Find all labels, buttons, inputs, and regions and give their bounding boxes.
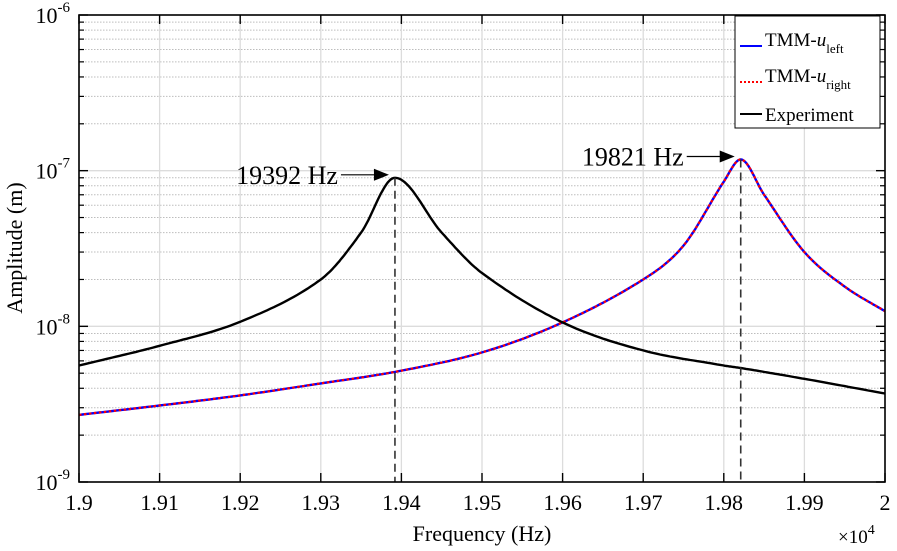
- legend-label-tmm-right: TMM-uright: [765, 66, 851, 92]
- legend-label-tmm-left: TMM-uleft: [765, 30, 844, 56]
- y-tick-label: 10-8: [36, 311, 71, 339]
- x-multiplier: ×104: [838, 523, 875, 548]
- annotation-arrow-head: [373, 168, 389, 181]
- x-tick-label: 1.96: [543, 490, 582, 515]
- tick-labels: 10-9 10-8 10-7 10-6 1.9 1.91 1.92 1.93 1.94 1.95 1…: [36, 0, 891, 515]
- series-line-tmm-u-right: [78, 158, 886, 416]
- peak-annotation-label: 19392 Hz: [236, 161, 338, 190]
- x-tick-label: 1.92: [221, 490, 260, 515]
- x-tick-label: 1.95: [463, 490, 502, 515]
- x-tick-label: 1.99: [785, 490, 824, 515]
- y-axis-label: Amplitude (m): [2, 182, 27, 313]
- y-tick-label: 10-7: [36, 156, 71, 184]
- x-tick-label: 1.97: [624, 490, 663, 515]
- x-tick-label: 1.9: [65, 490, 93, 515]
- legend-box: [734, 15, 881, 129]
- axis-ticks: [78, 14, 886, 483]
- annotation-arrow-head: [719, 150, 735, 163]
- x-tick-label: 1.93: [302, 490, 341, 515]
- annotations: 19392 Hz 19821 Hz: [236, 142, 742, 482]
- x-axis-label: Frequency (Hz): [413, 521, 552, 546]
- series-group: [78, 158, 886, 417]
- peak-annotation-label: 19821 Hz: [582, 142, 684, 171]
- legend-label-experiment: Experiment: [765, 105, 854, 126]
- x-tick-label: 1.91: [140, 490, 179, 515]
- legend: TMM-uleft TMM-uright Experiment: [734, 15, 881, 129]
- series-line-experiment: [78, 176, 886, 395]
- y-tick-label: 10-6: [36, 0, 71, 28]
- y-tick-label: 10-9: [36, 467, 71, 495]
- x-tick-label: 2: [880, 490, 891, 515]
- x-tick-label: 1.98: [705, 490, 744, 515]
- x-tick-label: 1.94: [382, 490, 421, 515]
